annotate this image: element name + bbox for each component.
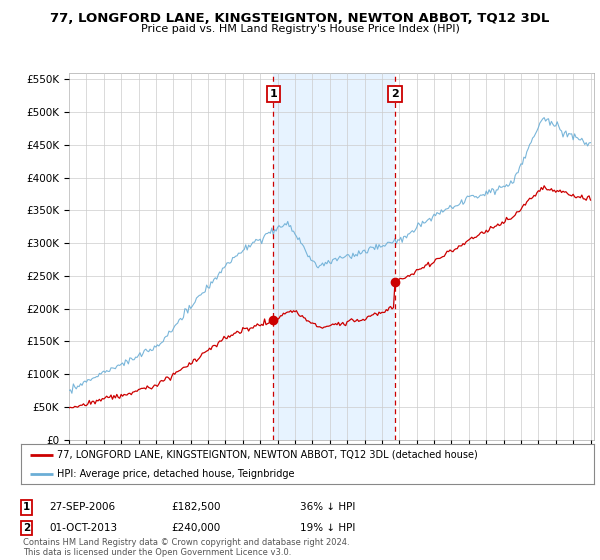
Text: 36% ↓ HPI: 36% ↓ HPI bbox=[300, 502, 355, 512]
Text: 77, LONGFORD LANE, KINGSTEIGNTON, NEWTON ABBOT, TQ12 3DL: 77, LONGFORD LANE, KINGSTEIGNTON, NEWTON… bbox=[50, 12, 550, 25]
Text: Contains HM Land Registry data © Crown copyright and database right 2024.
This d: Contains HM Land Registry data © Crown c… bbox=[23, 538, 349, 557]
Text: 77, LONGFORD LANE, KINGSTEIGNTON, NEWTON ABBOT, TQ12 3DL (detached house): 77, LONGFORD LANE, KINGSTEIGNTON, NEWTON… bbox=[57, 450, 478, 460]
Text: £182,500: £182,500 bbox=[171, 502, 221, 512]
Text: HPI: Average price, detached house, Teignbridge: HPI: Average price, detached house, Teig… bbox=[57, 469, 295, 479]
Text: 19% ↓ HPI: 19% ↓ HPI bbox=[300, 523, 355, 533]
Text: Price paid vs. HM Land Registry's House Price Index (HPI): Price paid vs. HM Land Registry's House … bbox=[140, 24, 460, 34]
Text: £240,000: £240,000 bbox=[171, 523, 220, 533]
Text: 1: 1 bbox=[23, 502, 30, 512]
Text: 01-OCT-2013: 01-OCT-2013 bbox=[49, 523, 118, 533]
Text: 27-SEP-2006: 27-SEP-2006 bbox=[49, 502, 115, 512]
Text: 2: 2 bbox=[23, 523, 30, 533]
Text: 1: 1 bbox=[269, 89, 277, 99]
Text: 2: 2 bbox=[391, 89, 399, 99]
Bar bbox=[273, 73, 395, 440]
